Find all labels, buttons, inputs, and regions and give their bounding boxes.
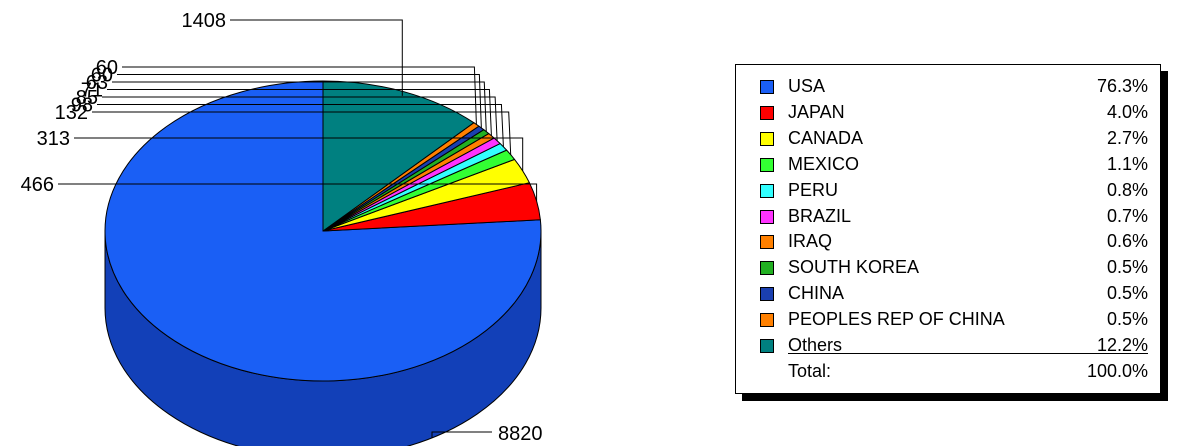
legend-percent-brazil: 0.7% bbox=[1106, 205, 1148, 226]
pie-value-label-mexico: 132 bbox=[55, 102, 88, 124]
legend-percent-south-korea: 0.5% bbox=[1106, 257, 1148, 278]
legend-total-label: Total: bbox=[788, 361, 832, 381]
legend-label-iraq: IRAQ bbox=[788, 231, 833, 252]
legend-percent-china: 0.5% bbox=[1106, 283, 1148, 304]
pie-leader-line-others bbox=[230, 19, 403, 96]
legend-percent-peoples-rep-of-china: 0.5% bbox=[1106, 309, 1148, 330]
pie-leader-line-usa bbox=[431, 431, 492, 438]
pie-leader-line-mexico bbox=[92, 111, 512, 155]
pie-slice-others bbox=[322, 80, 475, 232]
legend-swatch-others bbox=[760, 339, 774, 353]
legend-percent-usa: 76.3% bbox=[1096, 76, 1148, 96]
pie-top bbox=[104, 80, 542, 382]
legend-item-usa: USA 76.3% bbox=[760, 74, 1148, 99]
legend-swatch-south-korea bbox=[760, 261, 774, 276]
legend-swatch-china bbox=[760, 287, 774, 302]
legend-swatch-usa bbox=[760, 80, 774, 94]
legend-label-japan: JAPAN bbox=[788, 101, 845, 122]
pie-leader-line-canada bbox=[74, 137, 524, 171]
legend-item-peoples-rep-of-china: PEOPLES REP OF CHINA 0.5% bbox=[760, 307, 1148, 332]
pie-value-label-peru: 98 bbox=[71, 95, 93, 117]
legend-label-peru: PERU bbox=[788, 179, 839, 200]
legend-item-iraq: IRAQ 0.6% bbox=[760, 229, 1148, 254]
pie-value-label-south-korea: 63 bbox=[86, 72, 108, 94]
legend-label-usa: USA bbox=[788, 76, 826, 96]
legend-percent-others: 12.2% bbox=[1096, 335, 1148, 355]
pie-value-label-canada: 313 bbox=[37, 128, 70, 150]
legend-label-mexico: MEXICO bbox=[788, 153, 860, 174]
pie-value-label-china: 60 bbox=[91, 65, 113, 87]
legend-label-china: CHINA bbox=[788, 283, 845, 304]
legend-item-peru: PERU 0.8% bbox=[760, 178, 1148, 203]
pie-value-label-others: 1408 bbox=[182, 10, 227, 32]
legend-percent-canada: 2.7% bbox=[1106, 127, 1148, 148]
legend-swatch-peoples-rep-of-china bbox=[760, 313, 774, 328]
legend-label-peoples-rep-of-china: PEOPLES REP OF CHINA bbox=[788, 309, 1005, 330]
pie-leader-line-peru bbox=[97, 104, 504, 147]
legend-divider bbox=[788, 353, 1148, 354]
legend-swatch-japan bbox=[760, 105, 774, 120]
pie-value-label-usa: 8820 bbox=[498, 423, 543, 445]
legend-swatch-peru bbox=[760, 183, 774, 198]
legend-label-canada: CANADA bbox=[788, 127, 864, 148]
legend-label-others: Others bbox=[788, 335, 843, 355]
pie-leader-line-iraq bbox=[107, 89, 492, 136]
legend-swatch-canada bbox=[760, 131, 774, 146]
legend: USA 76.3% JAPAN 4.0% CANADA 2.7% MEXICO 1.1% PER… bbox=[735, 64, 1161, 394]
pie-value-label-peoples-rep-of-china: 60 bbox=[96, 57, 118, 79]
legend-swatch-mexico bbox=[760, 157, 774, 172]
pie-value-label-iraq: 71 bbox=[81, 80, 103, 102]
legend-swatch-iraq bbox=[760, 235, 774, 250]
pie-value-label-japan: 466 bbox=[21, 174, 54, 196]
legend-item-china: CHINA 0.5% bbox=[760, 281, 1148, 306]
legend-percent-peru: 0.8% bbox=[1106, 179, 1148, 200]
legend-label-south-korea: SOUTH KOREA bbox=[788, 257, 920, 278]
legend-item-canada: CANADA 2.7% bbox=[760, 126, 1148, 151]
pie-leader-line-peoples-rep-of-china bbox=[122, 66, 477, 125]
legend-percent-mexico: 1.1% bbox=[1106, 153, 1148, 174]
pie-value-label-brazil: 85 bbox=[76, 87, 98, 109]
legend-label-brazil: BRAZIL bbox=[788, 205, 852, 226]
legend-swatch-brazil bbox=[760, 209, 774, 224]
pie-leader-line-japan bbox=[58, 183, 538, 201]
legend-total-row: Total: 100.0% bbox=[788, 359, 1148, 384]
legend-item-japan: JAPAN 4.0% bbox=[760, 100, 1148, 125]
pie-leader-line-china bbox=[117, 74, 482, 128]
legend-item-brazil: BRAZIL 0.7% bbox=[760, 204, 1148, 229]
legend-percent-japan: 4.0% bbox=[1106, 101, 1148, 122]
legend-total-percent: 100.0% bbox=[1086, 361, 1148, 381]
legend-item-mexico: MEXICO 1.1% bbox=[760, 152, 1148, 177]
legend-percent-iraq: 0.6% bbox=[1106, 231, 1148, 252]
pie-leader-line-south-korea bbox=[112, 81, 487, 132]
legend-item-south-korea: SOUTH KOREA 0.5% bbox=[760, 255, 1148, 280]
legend-item-others: Others 12.2% bbox=[760, 333, 1148, 358]
pie-leader-line-brazil bbox=[102, 96, 498, 141]
